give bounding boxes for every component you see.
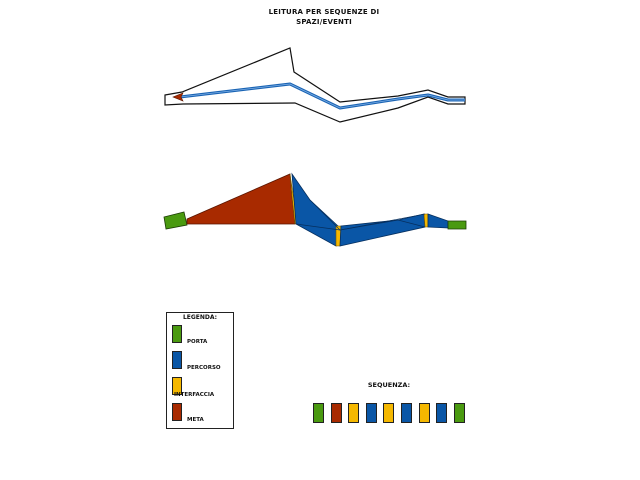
arrow-icon [172, 92, 184, 102]
legend-label-percorso: PERCORSO [187, 365, 221, 371]
sequence-swatch-porta [453, 403, 465, 423]
percorso-divisions-2 [309, 199, 426, 231]
legend-item-percorso: PERCORSO [172, 351, 232, 371]
plan-outline [164, 47, 466, 123]
legend-label-interfaccia: INTERFACCIA [174, 392, 215, 398]
sequence-swatch-percorso [401, 403, 412, 423]
legend-swatch-percorso [172, 351, 182, 369]
legend-item-meta: META [172, 403, 232, 423]
sequence-swatch-interfaccia [348, 403, 360, 423]
legend-label-meta: META [187, 417, 204, 423]
diagram-title: LEITURA PER SEQUENZE DI SPAZI/EVENTI [224, 7, 424, 27]
meta-space [186, 173, 296, 225]
legend-swatch-meta [172, 403, 182, 421]
plan-outline-top [164, 47, 466, 123]
plan-colored-bottom [163, 172, 467, 247]
route-line-highlight [179, 83, 465, 109]
legend-label-porta: PORTA [187, 339, 208, 345]
sequence-title: SEQUENZA: [367, 381, 411, 389]
percorso-space-2 [339, 213, 426, 247]
sequence-swatch-percorso [365, 403, 377, 423]
title-line-1: LEITURA PER SEQUENZE DI [268, 8, 380, 16]
legend-item-porta: PORTA [172, 325, 232, 345]
legend-title: LEGENDA: [182, 314, 218, 321]
porta-space-start [163, 211, 188, 230]
percorso-space-3 [427, 213, 449, 229]
legend-swatch-porta [172, 325, 182, 343]
sequence-swatch-percorso [436, 403, 448, 423]
interfaccia-space-3 [423, 213, 429, 228]
sequence-swatch-interfaccia [383, 403, 395, 423]
sequence-swatch-interfaccia [418, 403, 430, 423]
legend: LEGENDA: PORTA PERCORSO INTERFACCIA META [166, 312, 234, 429]
legend-swatch-interfaccia [172, 377, 182, 395]
legend-item-interfaccia: INTERFACCIA [172, 377, 232, 398]
title-line-2: SPAZI/EVENTI [296, 18, 352, 26]
percorso-divisions [295, 219, 426, 231]
sequence-swatch-meta [330, 403, 342, 423]
sequence-swatch-porta [313, 403, 324, 423]
porta-space-end [447, 220, 467, 230]
percorso-space-1 [291, 172, 339, 247]
